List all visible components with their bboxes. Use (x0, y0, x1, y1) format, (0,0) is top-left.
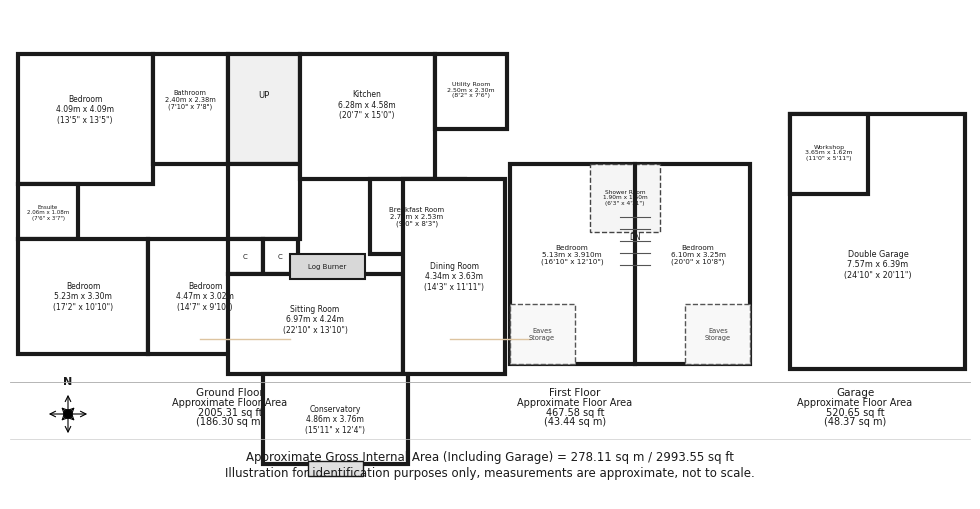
Text: DN: DN (629, 233, 641, 242)
Text: Approximate Gross Internal Area (Including Garage) = 278.11 sq m / 2993.55 sq ft: Approximate Gross Internal Area (Includi… (246, 450, 734, 464)
Text: Bathroom
2.40m x 2.38m
(7'10" x 7'8"): Bathroom 2.40m x 2.38m (7'10" x 7'8") (165, 90, 216, 110)
Text: 520.65 sq ft: 520.65 sq ft (826, 407, 884, 417)
Bar (290, 254, 365, 279)
Text: Illustration for identification purposes only, measurements are approximate, not: Illustration for identification purposes… (225, 467, 755, 479)
Text: Trusted since 1947: Trusted since 1947 (235, 326, 505, 353)
Bar (18, 240, 148, 354)
Text: Bedroom
5.23m x 3.30m
(17'2" x 10'10"): Bedroom 5.23m x 3.30m (17'2" x 10'10") (53, 281, 113, 312)
Text: 467.58 sq ft: 467.58 sq ft (546, 407, 605, 417)
Bar (510, 304, 575, 364)
Text: Dining Room
4.34m x 3.63m
(14'3" x 11'11"): Dining Room 4.34m x 3.63m (14'3" x 11'11… (424, 262, 484, 291)
Bar (263, 240, 298, 274)
Text: Breakfast Room
2.75m x 2.53m
(9'0" x 8'3"): Breakfast Room 2.75m x 2.53m (9'0" x 8'3… (389, 206, 445, 227)
Bar (790, 115, 965, 369)
Bar (370, 180, 465, 254)
Text: Bedroom
6.10m x 3.25m
(20'0" x 10'8"): Bedroom 6.10m x 3.25m (20'0" x 10'8") (670, 244, 725, 265)
Text: First Floor: First Floor (550, 387, 601, 397)
Circle shape (64, 410, 72, 418)
Text: Garage: Garage (836, 387, 874, 397)
Text: Eaves
Storage: Eaves Storage (529, 328, 555, 341)
Text: Sitting Room
6.97m x 4.24m
(22'10" x 13'10"): Sitting Room 6.97m x 4.24m (22'10" x 13'… (282, 304, 348, 334)
Text: Utility Room
2.50m x 2.30m
(8'2" x 7'6"): Utility Room 2.50m x 2.30m (8'2" x 7'6") (447, 81, 495, 98)
Bar (148, 240, 263, 354)
Text: Bedroom
5.13m x 3.910m
(16'10" x 12'10"): Bedroom 5.13m x 3.910m (16'10" x 12'10") (541, 244, 604, 265)
Text: Approximate Floor Area: Approximate Floor Area (172, 397, 287, 407)
Text: (186.30 sq m): (186.30 sq m) (196, 416, 265, 426)
Text: Ensuite
2.06m x 1.08m
(7'6" x 3'7"): Ensuite 2.06m x 1.08m (7'6" x 3'7") (26, 204, 70, 221)
Text: (48.37 sq m): (48.37 sq m) (824, 416, 886, 426)
Text: Log Burner: Log Burner (308, 264, 346, 269)
Bar (308, 461, 363, 476)
Bar (18, 185, 78, 240)
Bar (300, 55, 435, 180)
Text: Eaves
Storage: Eaves Storage (705, 328, 731, 341)
Bar (403, 180, 505, 374)
Text: Shower Room
1.90m x 1.50m
(6'3" x 4'11"): Shower Room 1.90m x 1.50m (6'3" x 4'11") (603, 189, 648, 206)
Text: (43.44 sq m): (43.44 sq m) (544, 416, 606, 426)
Text: Conservatory
4.86m x 3.76m
(15'11" x 12'4"): Conservatory 4.86m x 3.76m (15'11" x 12'… (305, 404, 365, 434)
Text: Bedroom
4.47m x 3.02m
(14'7" x 9'10"): Bedroom 4.47m x 3.02m (14'7" x 9'10") (176, 281, 234, 312)
Text: Approximate Floor Area: Approximate Floor Area (798, 397, 912, 407)
Bar (263, 374, 408, 464)
Text: Approximate Floor Area: Approximate Floor Area (517, 397, 632, 407)
Text: Bedroom
4.09m x 4.09m
(13'5" x 13'5"): Bedroom 4.09m x 4.09m (13'5" x 13'5") (56, 95, 114, 125)
Bar (153, 55, 228, 165)
Bar (790, 115, 868, 194)
Text: Kitchen
6.28m x 4.58m
(20'7" x 15'0"): Kitchen 6.28m x 4.58m (20'7" x 15'0") (338, 90, 396, 120)
Text: Ground Floor: Ground Floor (196, 387, 264, 397)
Bar (228, 274, 403, 374)
Bar (435, 55, 507, 130)
Bar (590, 165, 660, 233)
Bar (18, 55, 153, 185)
Bar (228, 165, 300, 240)
Text: N: N (64, 376, 73, 386)
Text: C: C (277, 253, 282, 260)
Bar (228, 55, 300, 165)
Text: 2005.31 sq ft: 2005.31 sq ft (198, 407, 263, 417)
Text: UP: UP (259, 90, 270, 99)
Bar (510, 165, 750, 364)
Text: Double Garage
7.57m x 6.39m
(24'10" x 20'11"): Double Garage 7.57m x 6.39m (24'10" x 20… (844, 249, 911, 279)
Text: C: C (243, 253, 247, 260)
Bar (685, 304, 750, 364)
Text: Workshop
3.65m x 1.62m
(11'0" x 5'11"): Workshop 3.65m x 1.62m (11'0" x 5'11") (806, 145, 853, 161)
Bar (228, 240, 263, 274)
